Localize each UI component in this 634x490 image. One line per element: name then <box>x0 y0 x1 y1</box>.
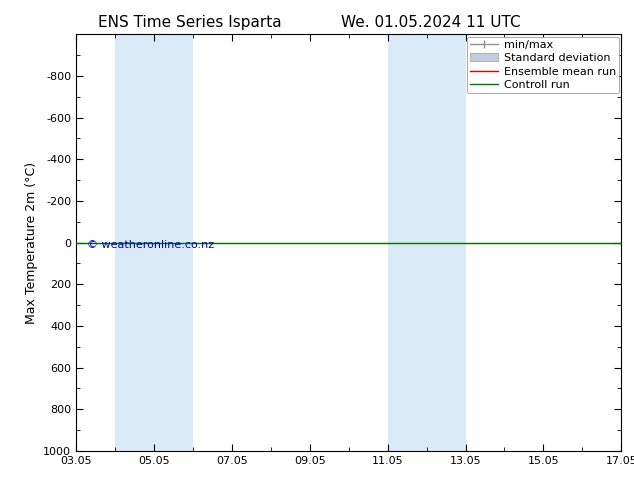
Y-axis label: Max Temperature 2m (°C): Max Temperature 2m (°C) <box>25 162 37 323</box>
Text: ENS Time Series Isparta: ENS Time Series Isparta <box>98 15 282 30</box>
Bar <box>115 34 193 451</box>
Legend: min/max, Standard deviation, Ensemble mean run, Controll run: min/max, Standard deviation, Ensemble me… <box>467 37 619 93</box>
Text: © weatheronline.co.nz: © weatheronline.co.nz <box>87 240 214 249</box>
Text: We. 01.05.2024 11 UTC: We. 01.05.2024 11 UTC <box>341 15 521 30</box>
Bar <box>387 34 465 451</box>
